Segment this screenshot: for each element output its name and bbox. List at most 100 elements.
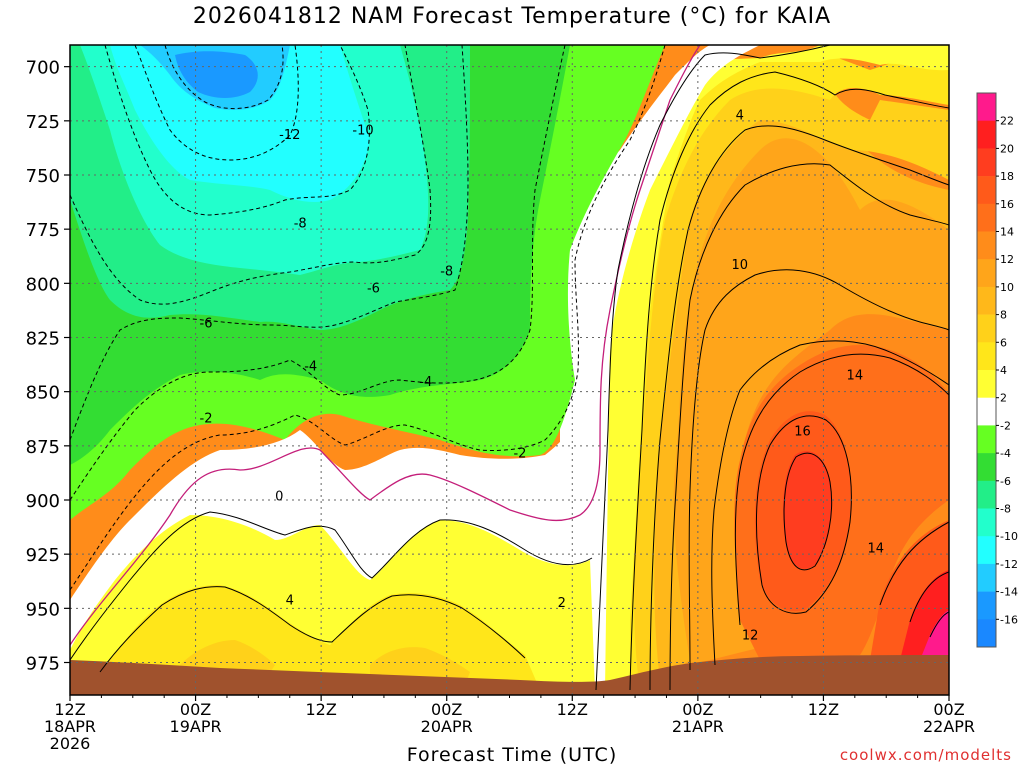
x-tick-date: 21APR — [672, 717, 724, 736]
contour-label: -12 — [279, 128, 300, 143]
contour-label: 2 — [558, 596, 566, 611]
colorbar-swatch — [977, 397, 996, 426]
colorbar-swatch — [977, 148, 996, 177]
colorbar-swatch — [977, 176, 996, 205]
colorbar-swatch — [977, 591, 996, 620]
colorbar-label: -14 — [1000, 586, 1018, 599]
isotherm-14 — [734, 353, 949, 626]
contour-label: -8 — [440, 264, 453, 279]
colorbar-swatch — [977, 370, 996, 398]
isotherm-16 — [755, 415, 852, 614]
x-tick-hour: 00Z — [682, 700, 713, 719]
isotherm-20 — [909, 571, 949, 623]
contour-label: 16 — [794, 425, 811, 440]
field-10-12 — [660, 70, 949, 690]
isotherm-neg14 — [164, 45, 284, 110]
colorbar-label: 20 — [1000, 142, 1014, 155]
colorbar-label: -4 — [1000, 447, 1011, 460]
y-tick-label: 700 — [26, 58, 60, 79]
isotherm-10 — [688, 269, 949, 671]
colorbar-label: 22 — [1000, 115, 1014, 128]
colorbar-swatch — [977, 259, 996, 288]
filled-temperature-field — [70, 45, 949, 695]
contour-label: 14 — [867, 542, 884, 557]
contour-label: 0 — [275, 490, 283, 505]
colorbar-swatch — [977, 453, 996, 482]
colorbar-label: -10 — [1000, 530, 1018, 543]
x-tick-hour: 00Z — [180, 700, 211, 719]
field-18-20 — [783, 451, 832, 569]
y-tick-label: 800 — [26, 274, 60, 295]
field-neg12-neg10 — [110, 45, 370, 202]
colorbar-label: 12 — [1000, 253, 1014, 266]
y-tick-label: 925 — [26, 545, 60, 566]
isotherm-neg10 — [104, 45, 370, 216]
colorbar-swatch — [977, 120, 996, 149]
x-tick-date: 20APR — [421, 717, 473, 736]
contour-labels: -12 -10 -8 -8 -6 -6 -4 -4 -2 -2 0 2 4 4 10 14 14 16 12 — [200, 108, 884, 643]
field-neg2-2-east — [560, 45, 760, 690]
y-tick-label: 975 — [26, 654, 60, 675]
contour-label: -4 — [419, 375, 432, 390]
colorbar-label: 10 — [1000, 281, 1014, 294]
y-tick-label: 900 — [26, 491, 60, 512]
contour-label: -2 — [200, 412, 213, 427]
colorbar-swatch — [977, 563, 996, 592]
colorbar-label: 16 — [1000, 198, 1014, 211]
colorbar-label: -16 — [1000, 613, 1018, 626]
colorbar-swatch — [977, 314, 996, 343]
colorbar-label: 6 — [1000, 336, 1007, 349]
colorbar-swatch — [977, 286, 996, 315]
y-tick-label: 825 — [26, 329, 60, 350]
contour-label: 4 — [286, 594, 294, 609]
colorbar-label: 18 — [1000, 170, 1014, 183]
x-tick-hour: 00Z — [933, 700, 964, 719]
isotherm-neg12 — [134, 45, 299, 161]
field-neg16-neg14 — [175, 51, 258, 98]
x-tick-hour: 00Z — [431, 700, 462, 719]
contour-label: -6 — [200, 316, 213, 331]
isotherm-2-east — [595, 45, 831, 691]
chart-title: 2026041812 NAM Forecast Temperature (°C)… — [192, 4, 832, 29]
x-tick-hour: 12Z — [305, 700, 336, 719]
site-credit: coolwx.com/modelts — [839, 746, 1012, 764]
contour-label: 10 — [731, 258, 748, 273]
isotherm-0 — [70, 45, 701, 646]
isotherm-2-west — [70, 511, 593, 661]
isotherm-12 — [711, 340, 949, 666]
colorbar-swatch — [977, 425, 996, 454]
colorbar-legend: 22 20 18 16 14 12 10 8 6 4 2 -2 -4 -6 -8 -10 -12 -14 -16 — [976, 92, 1018, 648]
y-tick-label: 850 — [26, 383, 60, 404]
y-tick-label: 775 — [26, 220, 60, 241]
colorbar-label: -6 — [1000, 475, 1011, 488]
y-axis: 700 725 750 775 800 825 850 875 900 925 950 975 — [26, 58, 70, 675]
colorbar-label: 14 — [1000, 226, 1014, 239]
contour-label: -8 — [294, 217, 307, 232]
x-tick-date: 18APR — [44, 717, 96, 736]
isotherm-neg6 — [70, 45, 469, 441]
contour-label: -4 — [304, 360, 317, 375]
colorbar-swatch — [977, 342, 996, 371]
isotherm-neg2 — [70, 45, 666, 591]
y-tick-label: 875 — [26, 437, 60, 458]
colorbar-label: 4 — [1000, 364, 1007, 377]
colorbar-swatch — [977, 93, 996, 121]
contour-label: 12 — [742, 628, 759, 643]
y-tick-label: 950 — [26, 599, 60, 620]
contour-label: -10 — [352, 124, 373, 139]
isotherm-22 — [929, 611, 949, 638]
x-tick-hour: 12Z — [557, 700, 588, 719]
contour-label: -6 — [367, 282, 380, 297]
terrain — [70, 655, 949, 695]
x-tick-hour: 12Z — [54, 700, 85, 719]
isotherm-4-east — [629, 71, 949, 691]
colorbar-swatch — [977, 480, 996, 509]
isotherm-8 — [669, 163, 949, 691]
colorbar-swatch — [977, 619, 996, 648]
x-tick-date: 22APR — [923, 717, 975, 736]
grid-lines — [69, 45, 950, 695]
colorbar-swatch — [977, 231, 996, 260]
colorbar-label: 8 — [1000, 309, 1007, 322]
colorbar-swatch — [977, 508, 996, 537]
